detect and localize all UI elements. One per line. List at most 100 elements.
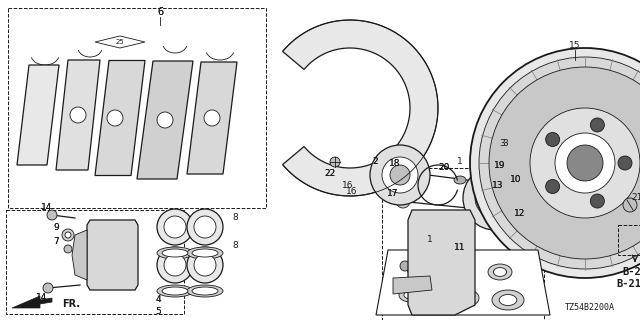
Circle shape (390, 165, 410, 185)
Circle shape (546, 180, 559, 194)
Circle shape (47, 210, 57, 220)
Circle shape (461, 253, 475, 267)
Text: 1: 1 (457, 157, 463, 166)
Circle shape (623, 198, 637, 212)
Circle shape (330, 157, 340, 167)
Text: 11: 11 (454, 244, 466, 252)
Circle shape (504, 180, 516, 192)
Circle shape (157, 209, 193, 245)
Circle shape (187, 247, 223, 283)
Circle shape (463, 166, 527, 230)
Polygon shape (12, 296, 52, 308)
Text: 15: 15 (569, 41, 580, 50)
Circle shape (489, 67, 640, 259)
Ellipse shape (404, 291, 416, 299)
Text: 10: 10 (510, 175, 522, 185)
Circle shape (618, 156, 632, 170)
Circle shape (43, 283, 53, 293)
Text: 14: 14 (42, 203, 52, 212)
Circle shape (187, 209, 223, 245)
Polygon shape (393, 276, 432, 294)
Ellipse shape (408, 262, 433, 278)
Circle shape (567, 145, 603, 181)
Circle shape (194, 216, 216, 238)
Polygon shape (95, 36, 145, 48)
Circle shape (370, 145, 430, 205)
Ellipse shape (162, 249, 188, 257)
Text: 22: 22 (324, 170, 335, 179)
Circle shape (475, 178, 515, 218)
Text: TZ54B2200A: TZ54B2200A (565, 303, 615, 313)
Circle shape (470, 48, 640, 278)
Text: 20: 20 (438, 164, 450, 172)
Ellipse shape (499, 294, 517, 306)
Circle shape (382, 157, 418, 193)
Text: 3: 3 (502, 139, 508, 148)
Ellipse shape (157, 247, 193, 259)
Circle shape (515, 266, 525, 276)
Text: 18: 18 (389, 159, 401, 169)
Circle shape (411, 256, 419, 264)
Polygon shape (56, 60, 100, 170)
Circle shape (485, 188, 505, 208)
Polygon shape (72, 230, 87, 280)
Text: 1: 1 (427, 236, 433, 244)
Ellipse shape (505, 199, 515, 205)
Polygon shape (17, 65, 59, 165)
Bar (6, 210, 184, 314)
Text: 2: 2 (372, 157, 378, 166)
Text: 22: 22 (324, 170, 335, 179)
Circle shape (475, 176, 485, 186)
Circle shape (157, 247, 193, 283)
Circle shape (521, 190, 529, 198)
Circle shape (442, 267, 452, 277)
Circle shape (430, 243, 440, 253)
Circle shape (479, 57, 640, 269)
Ellipse shape (192, 249, 218, 257)
Text: 4: 4 (155, 295, 161, 305)
Text: 14: 14 (36, 292, 48, 301)
Circle shape (194, 254, 216, 276)
Text: 6: 6 (157, 7, 163, 17)
Polygon shape (95, 60, 145, 175)
Bar (8, 8, 266, 208)
Text: 19: 19 (494, 161, 506, 170)
Polygon shape (187, 62, 237, 174)
Circle shape (555, 133, 615, 193)
Polygon shape (376, 250, 550, 315)
Text: 14: 14 (36, 292, 48, 301)
Text: B-21: B-21 (623, 267, 640, 277)
Text: 10: 10 (510, 175, 522, 185)
Circle shape (164, 216, 186, 238)
Text: 13: 13 (492, 180, 504, 189)
Text: 4: 4 (155, 295, 161, 305)
Circle shape (503, 145, 513, 155)
Text: 14: 14 (42, 203, 52, 212)
Text: 16: 16 (342, 180, 354, 189)
Circle shape (64, 245, 72, 253)
Ellipse shape (493, 268, 507, 276)
Text: 8: 8 (232, 212, 238, 221)
Text: 2: 2 (372, 157, 378, 166)
Ellipse shape (442, 262, 467, 278)
Bar (618, 225, 640, 255)
Ellipse shape (451, 289, 479, 307)
Text: 17: 17 (387, 189, 399, 198)
Ellipse shape (448, 266, 462, 274)
Bar (382, 168, 544, 320)
Text: 6: 6 (157, 7, 163, 17)
Ellipse shape (157, 285, 193, 297)
Text: 9: 9 (53, 223, 59, 233)
Circle shape (425, 238, 445, 258)
Text: 12: 12 (515, 210, 525, 219)
Text: 18: 18 (389, 159, 401, 169)
Circle shape (546, 132, 559, 147)
Ellipse shape (492, 290, 524, 310)
Ellipse shape (413, 266, 427, 274)
Ellipse shape (458, 293, 473, 303)
Circle shape (164, 254, 186, 276)
Text: 13: 13 (492, 180, 504, 189)
Polygon shape (408, 210, 475, 315)
Ellipse shape (454, 176, 466, 184)
Circle shape (204, 110, 220, 126)
